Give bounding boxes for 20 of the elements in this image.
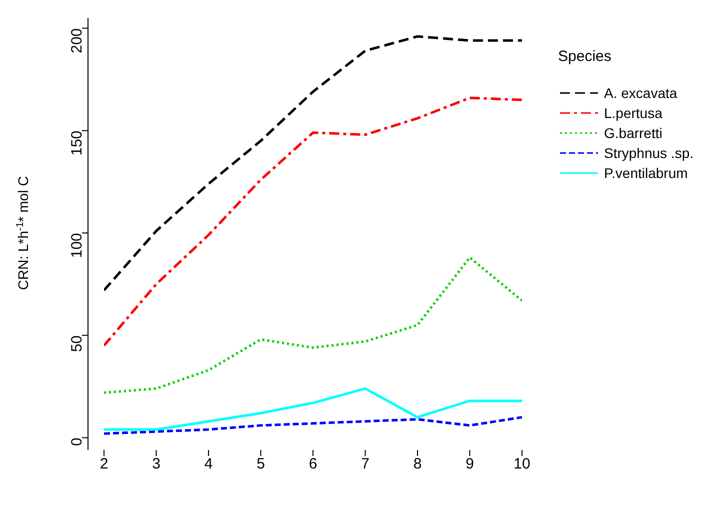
x-tick-label: 8 bbox=[413, 456, 422, 473]
y-tick-label: 0 bbox=[68, 438, 86, 446]
legend-label: Stryphnus .sp. bbox=[604, 145, 694, 161]
y-tick-label: 50 bbox=[68, 335, 86, 352]
x-tick-label: 7 bbox=[361, 456, 370, 473]
legend-label: P.ventilabrum bbox=[604, 165, 688, 181]
y-tick-label: 150 bbox=[68, 130, 86, 156]
y-tick-label: 200 bbox=[68, 28, 86, 54]
legend-title: Species bbox=[558, 48, 612, 65]
x-tick-label: 4 bbox=[204, 456, 213, 473]
x-tick-label: 6 bbox=[308, 456, 318, 473]
x-tick-label: 10 bbox=[514, 456, 530, 473]
x-tick-label: 9 bbox=[466, 456, 474, 473]
legend-label: L.pertusa bbox=[604, 105, 662, 121]
legend-label: A. excavata bbox=[604, 85, 678, 101]
x-tick-label: 5 bbox=[256, 456, 265, 473]
legend-label: G.barretti bbox=[604, 125, 662, 141]
x-tick-label: 3 bbox=[152, 456, 160, 473]
x-tick-label: 2 bbox=[100, 456, 108, 473]
y-tick-label: 100 bbox=[68, 232, 86, 258]
